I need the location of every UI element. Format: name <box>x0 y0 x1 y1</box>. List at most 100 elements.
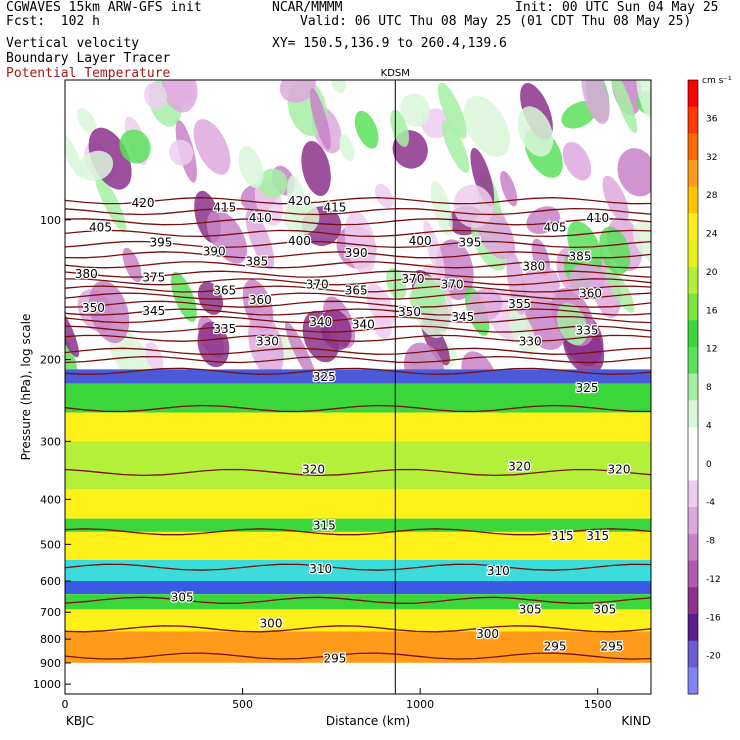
y-tick-label: 700 <box>40 606 61 619</box>
velocity-cell <box>65 131 84 178</box>
velocity-cell <box>521 266 560 304</box>
velocity-cell <box>526 206 561 234</box>
colorbar-swatch <box>688 453 698 481</box>
colorbar-swatch <box>688 613 698 642</box>
theta-label: 380 <box>522 259 545 273</box>
colorbar-label: 32 <box>706 153 717 163</box>
theta-label: 315 <box>586 529 609 543</box>
right-endpoint-label: KIND <box>621 714 651 728</box>
theta-label: 335 <box>576 323 599 337</box>
colorbar-label: 0 <box>706 460 712 470</box>
isentrope-305 <box>65 596 651 604</box>
theta-label: 305 <box>593 602 616 616</box>
y-tick-label: 400 <box>40 493 61 506</box>
theta-label: 310 <box>487 564 510 578</box>
left-endpoint-label: KBJC <box>66 714 94 728</box>
theta-label: 305 <box>171 590 194 604</box>
theta-label: 360 <box>579 286 602 300</box>
forecast-hour: Fcst: 102 h <box>6 14 100 29</box>
y-axis-label: Pressure (hPa), log scale <box>19 314 33 461</box>
velocity-cell <box>122 247 142 283</box>
x-tick-label: 1000 <box>406 698 434 711</box>
isentrope-365 <box>65 300 651 308</box>
velocity-cell <box>610 80 638 134</box>
colorbar-swatch <box>688 106 698 134</box>
colorbar-swatch <box>688 240 698 268</box>
organization: NCAR/MMMM <box>272 0 343 15</box>
colorbar-swatch <box>688 133 698 161</box>
velocity-cell <box>77 108 97 134</box>
isentrope-360 <box>65 308 651 316</box>
colorbar-swatch <box>688 80 698 108</box>
colorbar-swatch <box>688 587 698 615</box>
theta-label: 410 <box>586 211 609 225</box>
colorbar-swatch <box>688 400 698 428</box>
theta-label: 295 <box>600 640 623 654</box>
theta-label: 300 <box>476 627 499 641</box>
y-tick-label: 600 <box>40 575 61 588</box>
velocity-cell <box>284 321 317 384</box>
theta-label: 350 <box>82 301 105 315</box>
y-tick-label: 900 <box>40 657 61 670</box>
isentrope-405 <box>65 229 651 238</box>
isentrope-295 <box>65 652 651 660</box>
init-time: Init: 00 UTC Sun 04 May 25 <box>515 0 719 15</box>
isentrope-370 <box>65 292 651 300</box>
theta-label: 340 <box>352 317 375 331</box>
colorbar-swatch <box>688 347 698 375</box>
tracer-band <box>65 581 651 595</box>
velocity-cell <box>386 267 407 300</box>
colorbar-label: 4 <box>706 421 712 431</box>
isentrope-325 <box>65 404 651 413</box>
theta-label: 370 <box>402 272 425 286</box>
tracer-band <box>65 383 651 417</box>
y-tick-label: 1000 <box>33 678 61 691</box>
velocity-cell <box>470 147 495 207</box>
theta-label: 405 <box>89 221 112 235</box>
theta-label: 330 <box>519 335 542 349</box>
colorbar-swatch <box>688 293 698 321</box>
theta-label: 415 <box>213 200 236 214</box>
colorbar-swatch <box>688 320 698 348</box>
theta-label: 295 <box>544 640 567 654</box>
velocity-cell <box>144 82 168 110</box>
theta-label: 315 <box>313 518 336 532</box>
axes: 0 500 1000 1500 100 200 300 400 500 600 700 800 900 1… <box>33 214 612 711</box>
colorbar-swatch <box>688 640 698 668</box>
potential-temperature-labels: 420 415 420 415 410 405 405 410 395 400 390 390 400 3… <box>74 193 632 667</box>
theta-label: 310 <box>309 562 332 576</box>
colorbar-swatch <box>688 373 698 401</box>
kdsm-label: KDSM <box>381 68 410 79</box>
velocity-cell <box>161 80 198 113</box>
velocity-cell <box>193 119 231 175</box>
velocity-cell <box>453 184 494 228</box>
y-tick-label: 200 <box>40 354 61 367</box>
isentrope-310 <box>65 563 651 571</box>
theta-label: 380 <box>75 267 98 281</box>
theta-label: 330 <box>256 335 279 349</box>
theta-label: 385 <box>245 255 268 269</box>
isentrope-415 <box>65 207 651 216</box>
theta-label: 370 <box>306 278 329 292</box>
theta-label: 395 <box>149 236 172 250</box>
tracer-band <box>65 662 651 694</box>
tracer-band <box>65 631 651 663</box>
tracer-band <box>65 609 651 632</box>
tracer-band <box>65 441 651 490</box>
colorbar-label: -8 <box>706 537 715 547</box>
tracer-band <box>65 518 651 532</box>
tracer-band <box>65 531 651 560</box>
velocity-cell <box>373 312 392 339</box>
tracer-band <box>65 594 651 610</box>
velocity-cell <box>257 168 288 199</box>
colorbar-label: -4 <box>706 498 715 508</box>
isentrope-355 <box>65 316 651 324</box>
theta-label: 415 <box>323 200 346 214</box>
isentrope-385 <box>65 270 651 278</box>
velocity-cell <box>556 302 588 346</box>
velocity-cell <box>400 93 431 127</box>
velocity-cell <box>309 88 331 150</box>
isentrope-315 <box>65 528 651 536</box>
colorbar-label: 24 <box>706 230 718 240</box>
theta-label: 400 <box>409 234 432 248</box>
